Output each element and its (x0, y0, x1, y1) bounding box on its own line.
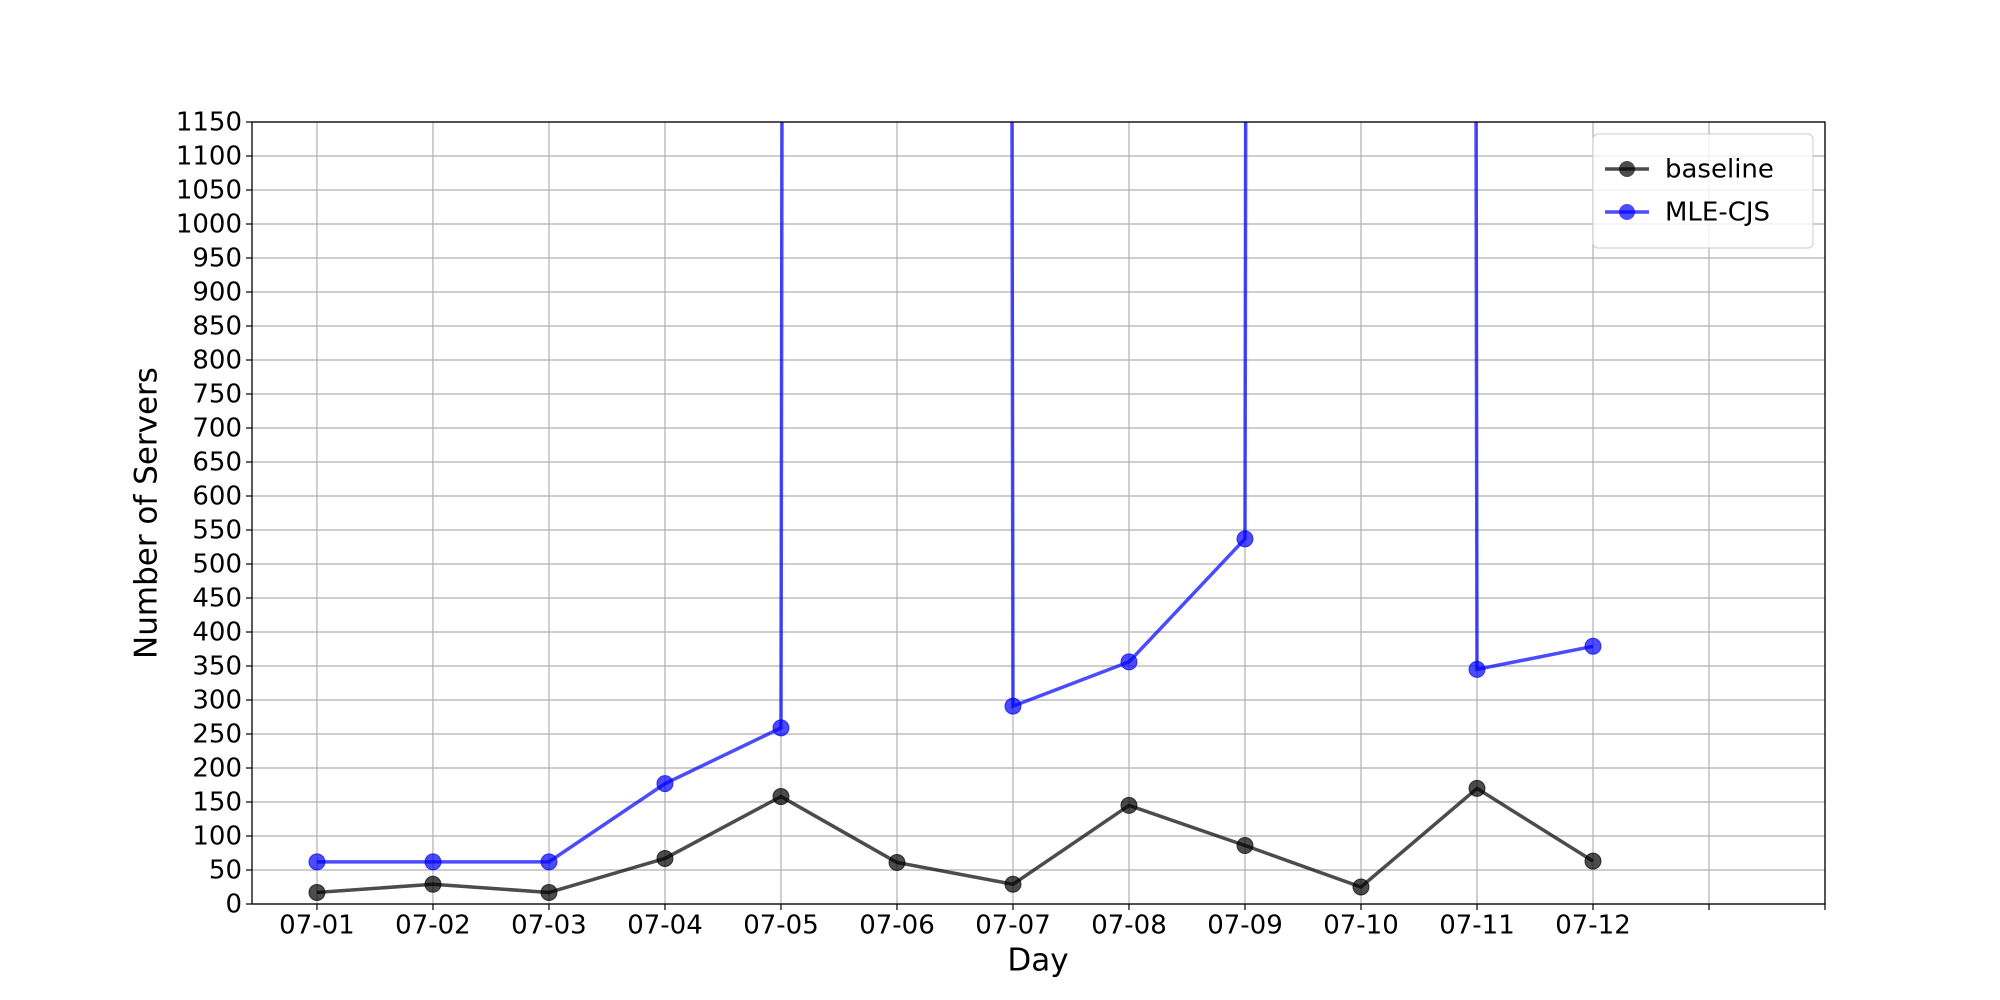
point (656, 849, 674, 867)
y-tick-label: 50 (209, 856, 242, 886)
x-tick-label: 07-08 (1091, 911, 1167, 941)
legend-marker (1619, 161, 1635, 177)
y-tick-label: 1050 (176, 176, 242, 206)
point (656, 775, 674, 793)
x-axis-label: Day (1007, 943, 1068, 979)
x-tick-label: 07-03 (511, 911, 587, 941)
y-tick-label: 400 (192, 618, 242, 648)
y-tick-label: 500 (192, 550, 242, 580)
series-line (316, 786, 1594, 895)
y-tick-label: 700 (192, 414, 242, 444)
y-tick-label: 350 (192, 652, 242, 682)
y-tick-label: 250 (192, 720, 242, 750)
y-tick-label: 100 (192, 822, 242, 852)
y-tick-label: 950 (192, 244, 242, 274)
x-tick-label: 07-10 (1323, 911, 1399, 941)
point (1468, 779, 1486, 797)
point (888, 854, 906, 872)
point (540, 883, 558, 901)
point (1004, 875, 1022, 893)
y-tick-label: 1000 (176, 210, 242, 240)
y-tick-label: 550 (192, 516, 242, 546)
point (1004, 697, 1022, 715)
point (1120, 796, 1138, 814)
x-tick-label: 07-06 (859, 911, 935, 941)
series-line (316, 122, 1594, 864)
point (424, 875, 442, 893)
y-tick-label: 650 (192, 448, 242, 478)
point (1236, 837, 1254, 855)
y-tick-label: 450 (192, 584, 242, 614)
point (540, 853, 558, 871)
x-tick-label: 07-11 (1439, 911, 1515, 941)
legend-box (1592, 133, 1814, 249)
point (772, 788, 790, 806)
y-tick-label: 150 (192, 788, 242, 818)
point (1584, 852, 1602, 870)
legend-label: baseline (1665, 155, 1774, 185)
point (424, 853, 442, 871)
point (308, 853, 326, 871)
y-tick-label: 200 (192, 754, 242, 784)
y-axis-label: Number of Servers (129, 367, 165, 659)
y-tick-label: 300 (192, 686, 242, 716)
point (1352, 878, 1370, 896)
y-tick-label: 1150 (176, 108, 242, 138)
point (308, 883, 326, 901)
x-tick-label: 07-09 (1207, 911, 1283, 941)
point (1584, 637, 1602, 655)
x-tick-label: 07-12 (1555, 911, 1631, 941)
y-tick-label: 900 (192, 278, 242, 308)
x-tick-label: 07-07 (975, 911, 1051, 941)
x-tick-label: 07-04 (627, 911, 703, 941)
point (1120, 653, 1138, 671)
point (772, 719, 790, 737)
point (1468, 660, 1486, 678)
x-tick-label: 07-01 (279, 911, 355, 941)
y-tick-label: 800 (192, 346, 242, 376)
y-tick-label: 750 (192, 380, 242, 410)
point (1236, 530, 1254, 548)
legend-label: MLE-CJS (1665, 198, 1770, 228)
y-tick-label: 850 (192, 312, 242, 342)
y-tick-label: 1100 (176, 142, 242, 172)
plot-frame (251, 121, 1826, 905)
y-tick-label: 600 (192, 482, 242, 512)
x-tick-label: 07-05 (743, 911, 819, 941)
x-tick-label: 07-02 (395, 911, 471, 941)
y-tick-label: 0 (225, 890, 242, 920)
legend-marker (1619, 204, 1635, 220)
